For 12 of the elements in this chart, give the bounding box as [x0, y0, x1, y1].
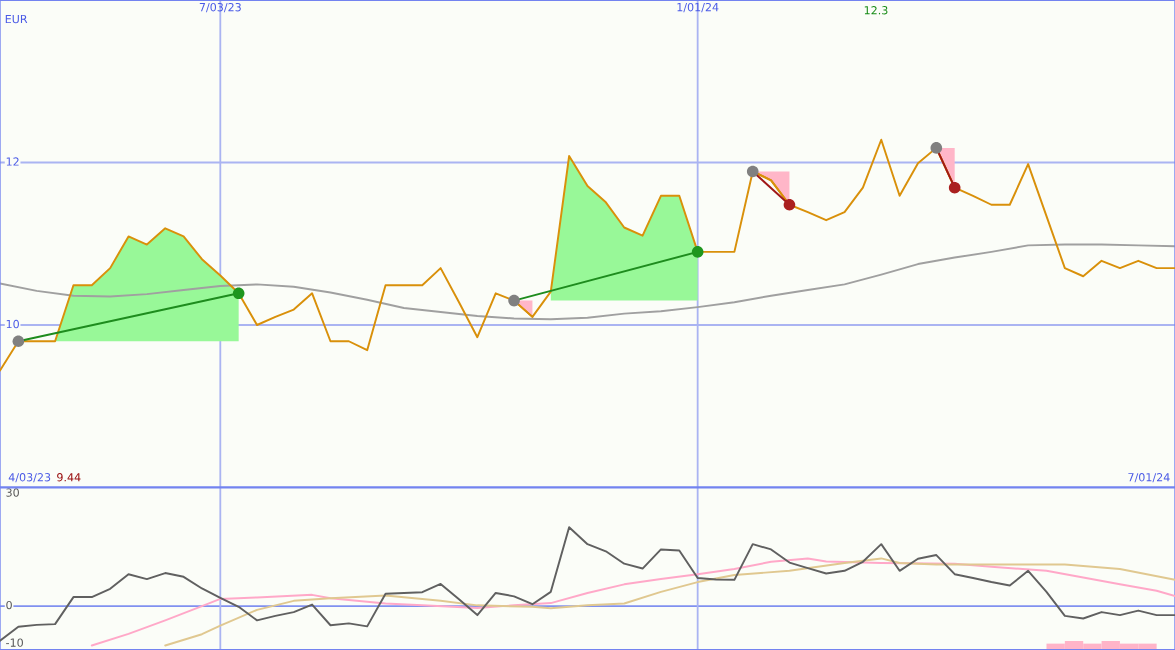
- annotation: 12.3: [864, 6, 888, 15]
- y-tick-label: -10: [6, 638, 23, 647]
- x-tick-label: 1/01/24: [677, 2, 719, 13]
- y-axis-title: EUR: [5, 14, 28, 24]
- annotation: 4/03/23: [8, 473, 51, 483]
- x-tick-label: 7/03/23: [199, 2, 241, 13]
- annotation: 9.44: [57, 473, 81, 482]
- annotation: 7/01/24: [1128, 473, 1170, 483]
- y-tick-label: 10: [6, 319, 19, 329]
- y-tick-label: 30: [6, 488, 19, 497]
- y-tick-label: 0: [6, 600, 12, 610]
- y-tick-label: 12: [6, 157, 19, 166]
